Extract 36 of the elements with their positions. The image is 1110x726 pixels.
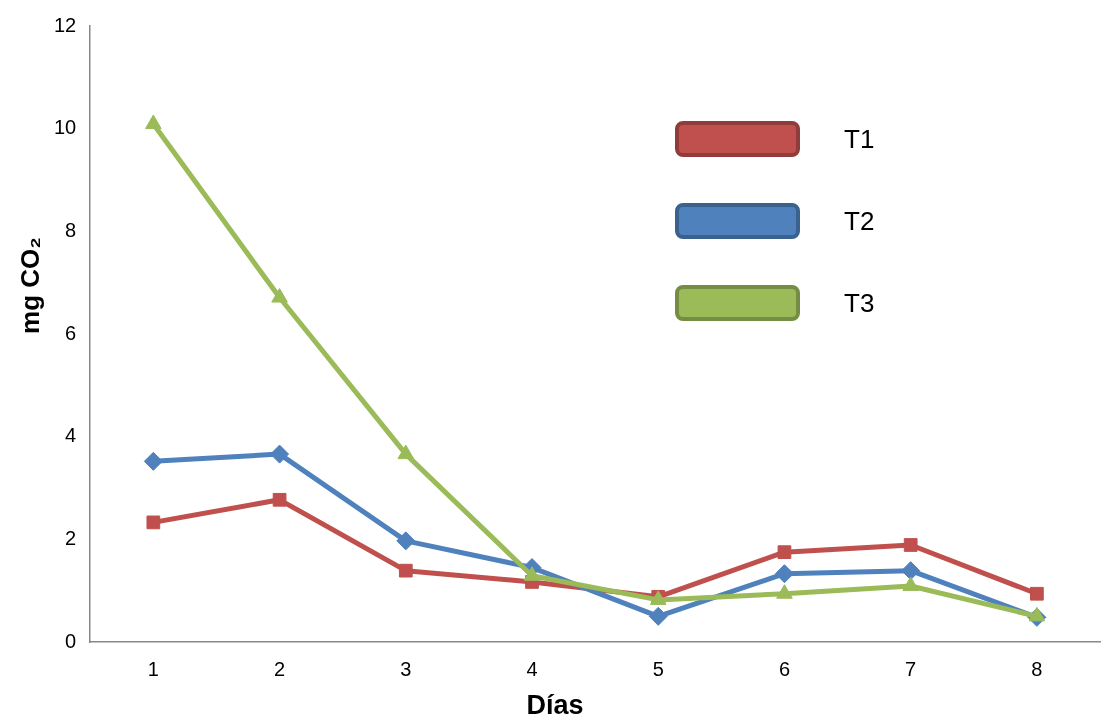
point	[397, 444, 415, 460]
x-tick-label: 6	[778, 657, 791, 680]
point	[145, 114, 162, 130]
x-tick-label: 2	[274, 657, 286, 680]
legend-label: T3	[844, 287, 875, 319]
x-tick-label: 3	[400, 657, 412, 680]
legend-label: T2	[844, 205, 875, 237]
point	[777, 545, 792, 560]
point	[270, 444, 290, 464]
point	[271, 288, 288, 303]
x-tick-label: 7	[905, 657, 917, 680]
x-axis-title: Días	[525, 690, 585, 721]
point	[901, 561, 921, 581]
y-tick-label: 12	[54, 13, 77, 36]
y-tick-label: 2	[65, 526, 77, 549]
point	[143, 451, 163, 471]
y-tick-label: 0	[65, 629, 77, 652]
x-tick-label: 1	[147, 657, 159, 680]
point	[146, 515, 161, 530]
y-tick-label: 10	[54, 116, 77, 139]
x-tick-label: 8	[1031, 657, 1043, 680]
y-tick-label: 4	[65, 424, 77, 447]
point	[398, 563, 413, 578]
y-tick-label: 8	[65, 218, 77, 241]
point	[648, 606, 668, 626]
x-tick-label: 4	[526, 657, 538, 680]
point	[272, 492, 287, 507]
y-tick-label: 6	[65, 321, 77, 344]
point	[396, 531, 416, 551]
y-axis-title: mg CO₂	[14, 236, 46, 336]
point	[903, 538, 918, 552]
point	[902, 576, 919, 592]
point	[1030, 586, 1044, 601]
x-tick-label: 5	[652, 657, 664, 680]
legend-label: T1	[844, 123, 875, 155]
point	[774, 564, 794, 584]
